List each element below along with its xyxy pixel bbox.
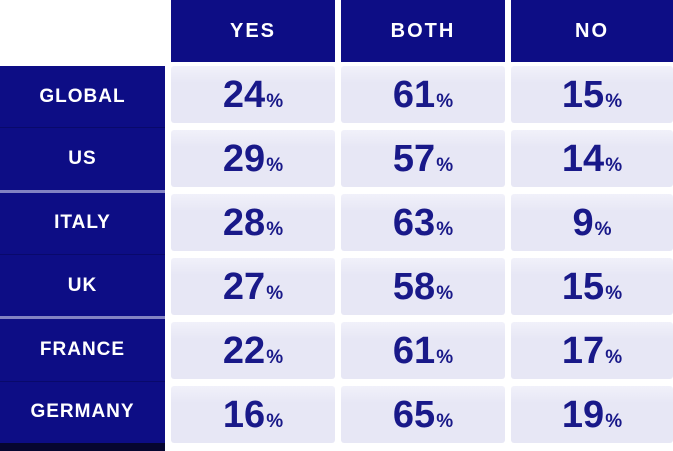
percent-sign: %	[605, 282, 623, 304]
value-cell-germany-yes: 16%	[171, 386, 335, 443]
row-label-germany: GERMANY	[0, 380, 165, 443]
value-cell-france-yes: 22%	[171, 322, 335, 379]
percent-sign: %	[436, 218, 454, 240]
value-number: 19	[561, 393, 605, 436]
percent-sign: %	[266, 154, 284, 176]
percent-sign: %	[436, 410, 454, 432]
value-cell-italy-no: 9%	[511, 194, 673, 251]
column-yes-values: 24% 29% 28% 27% 22% 16%	[171, 66, 335, 443]
percent-sign: %	[605, 90, 623, 112]
value-number: 61	[392, 329, 436, 372]
percent-sign: %	[605, 154, 623, 176]
value-cell-us-both: 57%	[341, 130, 505, 187]
percent-sign: %	[594, 218, 612, 240]
value-cell-global-yes: 24%	[171, 66, 335, 123]
value-cell-uk-both: 58%	[341, 258, 505, 315]
value-number: 15	[561, 73, 605, 116]
column-header-yes-label: YES	[229, 19, 277, 42]
value-cell-uk-no: 15%	[511, 258, 673, 315]
value-number: 29	[222, 137, 266, 180]
value-cell-italy-both: 63%	[341, 194, 505, 251]
column-both-values: 61% 57% 63% 58% 61% 65%	[341, 66, 505, 443]
bottom-dark-strip	[0, 443, 165, 451]
value-number: 65	[392, 393, 436, 436]
value-number: 27	[222, 265, 266, 308]
value-number: 61	[392, 73, 436, 116]
percent-sign: %	[436, 282, 454, 304]
value-number: 28	[222, 201, 266, 244]
value-cell-france-no: 17%	[511, 322, 673, 379]
value-cell-uk-yes: 27%	[171, 258, 335, 315]
row-label-italy: ITALY	[0, 189, 165, 254]
value-cell-germany-no: 19%	[511, 386, 673, 443]
value-cell-germany-both: 65%	[341, 386, 505, 443]
value-number: 16	[222, 393, 266, 436]
percent-sign: %	[436, 154, 454, 176]
column-header-no: NO	[511, 0, 673, 62]
percent-sign: %	[266, 346, 284, 368]
percent-sign: %	[436, 346, 454, 368]
value-number: 22	[222, 329, 266, 372]
value-number: 63	[392, 201, 436, 244]
value-number: 14	[561, 137, 605, 180]
column-header-both-label: BOTH	[390, 19, 456, 42]
value-number: 58	[392, 265, 436, 308]
column-no-values: 15% 14% 9% 15% 17% 19%	[511, 66, 673, 443]
value-cell-us-no: 14%	[511, 130, 673, 187]
row-label-france: FRANCE	[0, 316, 165, 380]
value-number: 15	[561, 265, 605, 308]
percent-sign: %	[436, 90, 454, 112]
percent-sign: %	[266, 282, 284, 304]
percent-sign: %	[605, 410, 623, 432]
value-cell-global-both: 61%	[341, 66, 505, 123]
percent-sign: %	[605, 346, 623, 368]
column-header-no-label: NO	[575, 19, 609, 42]
value-cell-global-no: 15%	[511, 66, 673, 123]
column-header-yes: YES	[171, 0, 335, 62]
percent-sign: %	[266, 410, 284, 432]
value-number: 57	[392, 137, 436, 180]
value-cell-france-both: 61%	[341, 322, 505, 379]
percent-sign: %	[266, 218, 284, 240]
row-label-us: US	[0, 127, 165, 189]
column-header-both: BOTH	[341, 0, 505, 62]
value-number: 17	[561, 329, 605, 372]
row-label-global: GLOBAL	[39, 85, 126, 107]
percent-sign: %	[266, 90, 284, 112]
value-number: 24	[222, 73, 266, 116]
row-label-column: GLOBAL US ITALY UK FRANCE GERMANY	[0, 66, 165, 443]
value-cell-italy-yes: 28%	[171, 194, 335, 251]
value-number: 9	[572, 201, 594, 244]
row-label-uk: UK	[0, 253, 165, 316]
value-cell-us-yes: 29%	[171, 130, 335, 187]
